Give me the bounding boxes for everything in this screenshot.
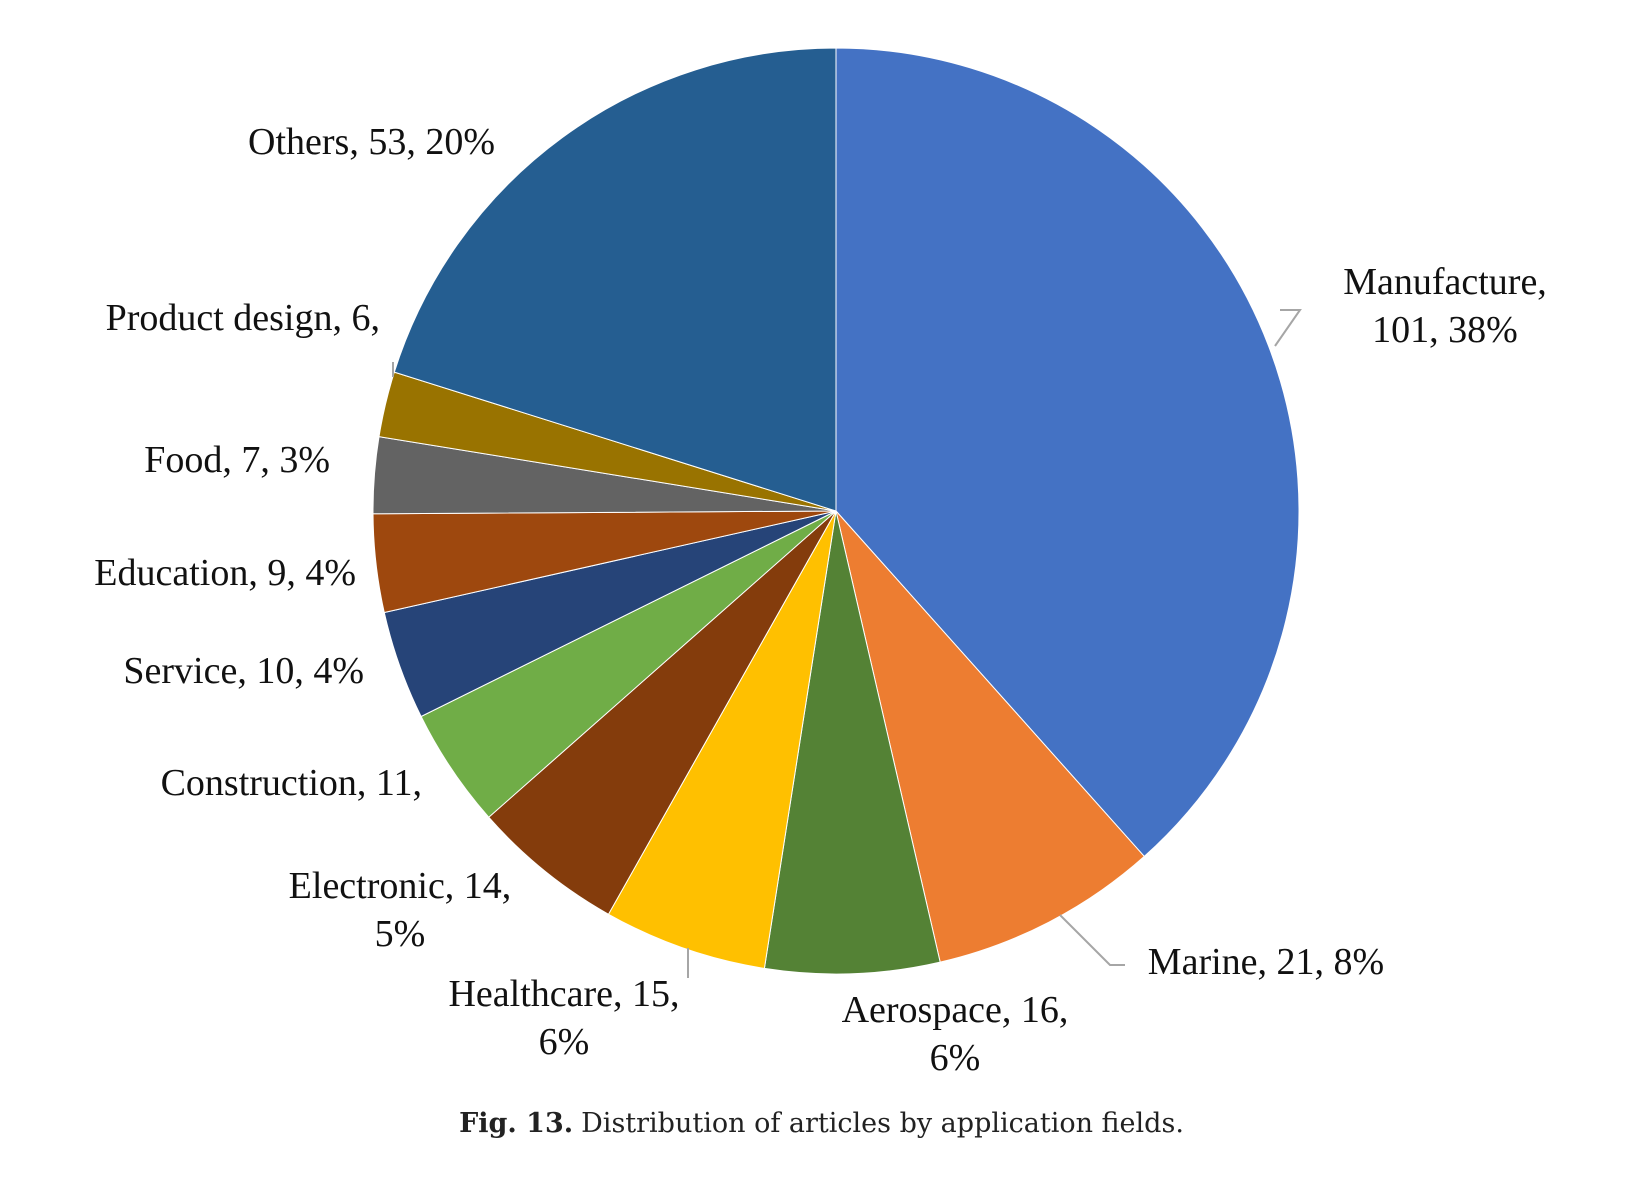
data-label-line: Product design, 6, (106, 297, 380, 339)
data-label-aerospace: Aerospace, 16, 6% (842, 989, 1069, 1079)
figure-caption: Fig. 13. Distribution of articles by appl… (0, 1108, 1643, 1139)
pie-slice-aerospace (763, 510, 941, 975)
data-label-education: Education, 9, 4% (94, 552, 356, 594)
data-label-service: Service, 10, 4% (123, 650, 364, 692)
pie-slice-others (393, 47, 837, 512)
leader-lines-layer (392, 309, 1302, 978)
pie-slice-manufacture (835, 47, 1300, 858)
data-label-line: Food, 7, 3% (144, 439, 330, 481)
data-label-marine: Marine, 21, 8% (1148, 941, 1384, 983)
data-label-line: Manufacture, (1343, 261, 1547, 303)
data-label-line: Healthcare, 15, (448, 973, 679, 1015)
data-label-line: Education, 9, 4% (94, 552, 356, 594)
leader-line-manufacture (1274, 309, 1302, 347)
data-label-healthcare: Healthcare, 15, 6% (448, 973, 679, 1063)
data-label-line: 6% (930, 1037, 981, 1079)
labels-layer: Manufacture, 101, 38% Marine, 21, 8% Aerosp… (94, 121, 1547, 1079)
data-label-construction: Construction, 11, (161, 762, 422, 804)
data-label-line: 5% (375, 913, 426, 955)
data-label-line: Construction, 11, (161, 762, 422, 804)
leader-line-marine (1059, 914, 1125, 966)
data-label-others: Others, 53, 20% (248, 121, 495, 163)
data-label-line: Service, 10, 4% (123, 650, 364, 692)
caption-label: Fig. 13. (459, 1108, 574, 1139)
pie-slice-electronic (488, 510, 837, 915)
data-label-line: 6% (539, 1021, 590, 1063)
data-label-food: Food, 7, 3% (144, 439, 330, 481)
data-label-line: Marine, 21, 8% (1148, 941, 1384, 983)
data-label-manufacture: Manufacture, 101, 38% (1343, 261, 1547, 351)
data-label-line: Aerospace, 16, (842, 989, 1069, 1031)
data-label-product-design: Product design, 6, (106, 297, 380, 339)
data-label-electronic: Electronic, 14, 5% (289, 865, 512, 955)
data-label-line: Others, 53, 20% (248, 121, 495, 163)
slices-layer (372, 47, 1300, 975)
data-label-line: Electronic, 14, (289, 865, 512, 907)
pie-slice-marine (835, 510, 1146, 963)
data-label-line: 101, 38% (1372, 309, 1518, 351)
pie-slice-healthcare (607, 510, 837, 970)
pie-chart: Manufacture, 101, 38% Marine, 21, 8% Aerosp… (94, 47, 1547, 1079)
caption-text: Distribution of articles by application … (581, 1108, 1184, 1139)
